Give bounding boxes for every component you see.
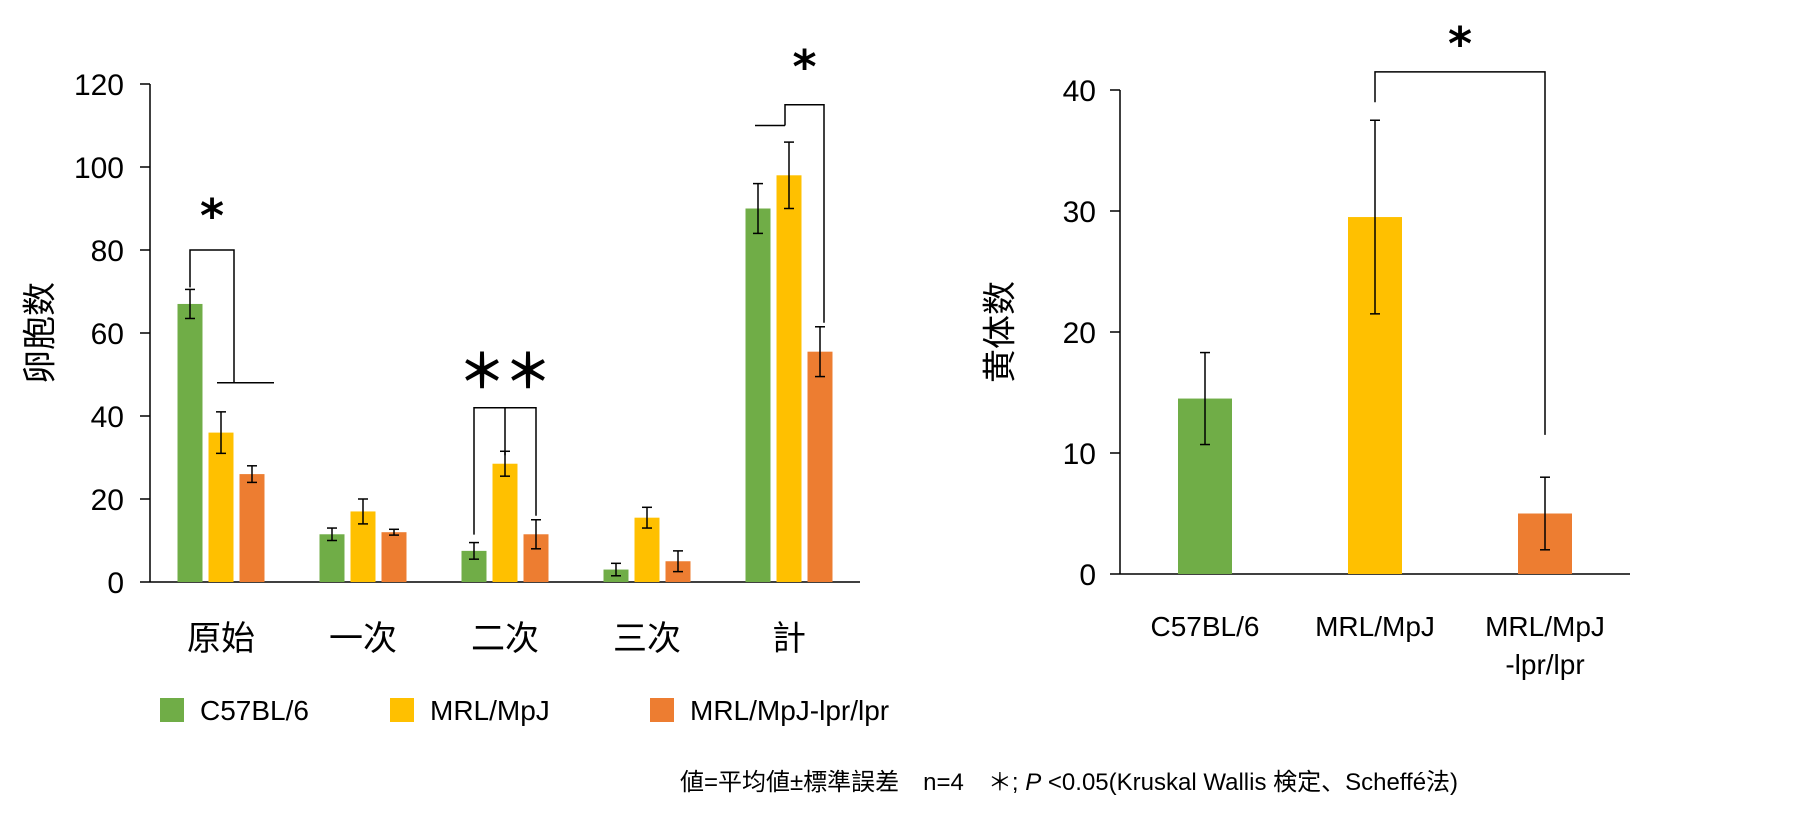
y-tick-label: 0 bbox=[1079, 559, 1096, 592]
error-bar bbox=[327, 527, 337, 542]
error-bar bbox=[611, 562, 621, 577]
legend-swatch bbox=[390, 698, 414, 722]
significance-markers: * bbox=[1374, 17, 1546, 435]
corpus-luteum-count-chart: 0 10 20 30 40 黄体数 C57BL/6 MRL/MpJ MRL/MpJ -lpr/lp… bbox=[981, 17, 1630, 680]
error-bar bbox=[1540, 476, 1550, 551]
x-tick-label: MRL/MpJ bbox=[1315, 611, 1435, 642]
bar bbox=[239, 474, 265, 582]
legend-item: MRL/MpJ bbox=[390, 695, 550, 726]
error-bar bbox=[784, 141, 794, 210]
y-axis-label: 卵胞数 bbox=[21, 282, 61, 384]
footnote: 値=平均値±標準誤差 n=4 ＊; P <0.05(Kruskal Wallis… bbox=[680, 769, 1458, 796]
x-tick-label: 計 bbox=[772, 619, 806, 659]
significance-bracket bbox=[784, 104, 825, 323]
significance-star: * bbox=[1448, 17, 1472, 71]
x-tick-label: C57BL/6 bbox=[1151, 611, 1260, 642]
significance-star: ＊＊ bbox=[459, 345, 551, 399]
bar bbox=[807, 351, 833, 582]
significance-markers: * ＊＊ * bbox=[189, 40, 825, 535]
x-tick-label: 三次 bbox=[613, 619, 681, 659]
error-bar bbox=[753, 182, 763, 235]
legend-label: C57BL/6 bbox=[200, 695, 309, 726]
bar bbox=[381, 532, 407, 582]
y-tick-label: 80 bbox=[91, 235, 124, 268]
error-bar bbox=[216, 411, 226, 455]
error-bar bbox=[1200, 351, 1210, 446]
legend-item: MRL/MpJ-lpr/lpr bbox=[650, 695, 889, 726]
legend: C57BL/6 MRL/MpJ MRL/MpJ-lpr/lpr bbox=[160, 695, 889, 726]
error-bar bbox=[469, 541, 479, 560]
legend-label: MRL/MpJ bbox=[430, 695, 550, 726]
legend-item: C57BL/6 bbox=[160, 695, 309, 726]
significance-star: * bbox=[200, 189, 224, 243]
error-bar bbox=[389, 528, 399, 536]
y-tick-label: 120 bbox=[74, 69, 124, 102]
bar bbox=[776, 175, 802, 583]
y-tick-label: 100 bbox=[74, 152, 124, 185]
y-tick-label: 20 bbox=[1063, 317, 1096, 350]
x-tick-label: 一次 bbox=[329, 619, 397, 659]
y-tick-label: 40 bbox=[1063, 75, 1096, 108]
y-tick-label: 40 bbox=[91, 401, 124, 434]
significance-bracket bbox=[1374, 71, 1546, 435]
legend-label: MRL/MpJ-lpr/lpr bbox=[690, 695, 889, 726]
y-tick-label: 10 bbox=[1063, 438, 1096, 471]
x-tick-label: MRL/MpJ -lpr/lpr bbox=[1485, 611, 1605, 680]
error-bar bbox=[185, 288, 195, 320]
legend-swatch bbox=[160, 698, 184, 722]
error-bar bbox=[531, 519, 541, 550]
legend-swatch bbox=[650, 698, 674, 722]
y-tick-label: 0 bbox=[107, 567, 124, 600]
significance-bracket bbox=[189, 249, 235, 383]
bar bbox=[492, 463, 518, 582]
error-bar bbox=[358, 498, 368, 525]
x-tick-label: 二次 bbox=[471, 619, 539, 659]
error-bar bbox=[1370, 119, 1380, 315]
error-bar bbox=[247, 465, 257, 484]
y-tick-label: 20 bbox=[91, 484, 124, 517]
y-tick-label: 30 bbox=[1063, 196, 1096, 229]
bar bbox=[208, 432, 234, 582]
bar bbox=[177, 303, 203, 582]
y-tick-label: 60 bbox=[91, 318, 124, 351]
error-bar bbox=[642, 506, 652, 529]
y-axis-label: 黄体数 bbox=[981, 281, 1021, 383]
error-bar bbox=[673, 550, 683, 573]
error-bar bbox=[815, 326, 825, 378]
bar bbox=[319, 534, 345, 582]
bar bbox=[745, 208, 771, 582]
x-tick-label: 原始 bbox=[187, 619, 255, 659]
significance-star: * bbox=[792, 40, 816, 94]
